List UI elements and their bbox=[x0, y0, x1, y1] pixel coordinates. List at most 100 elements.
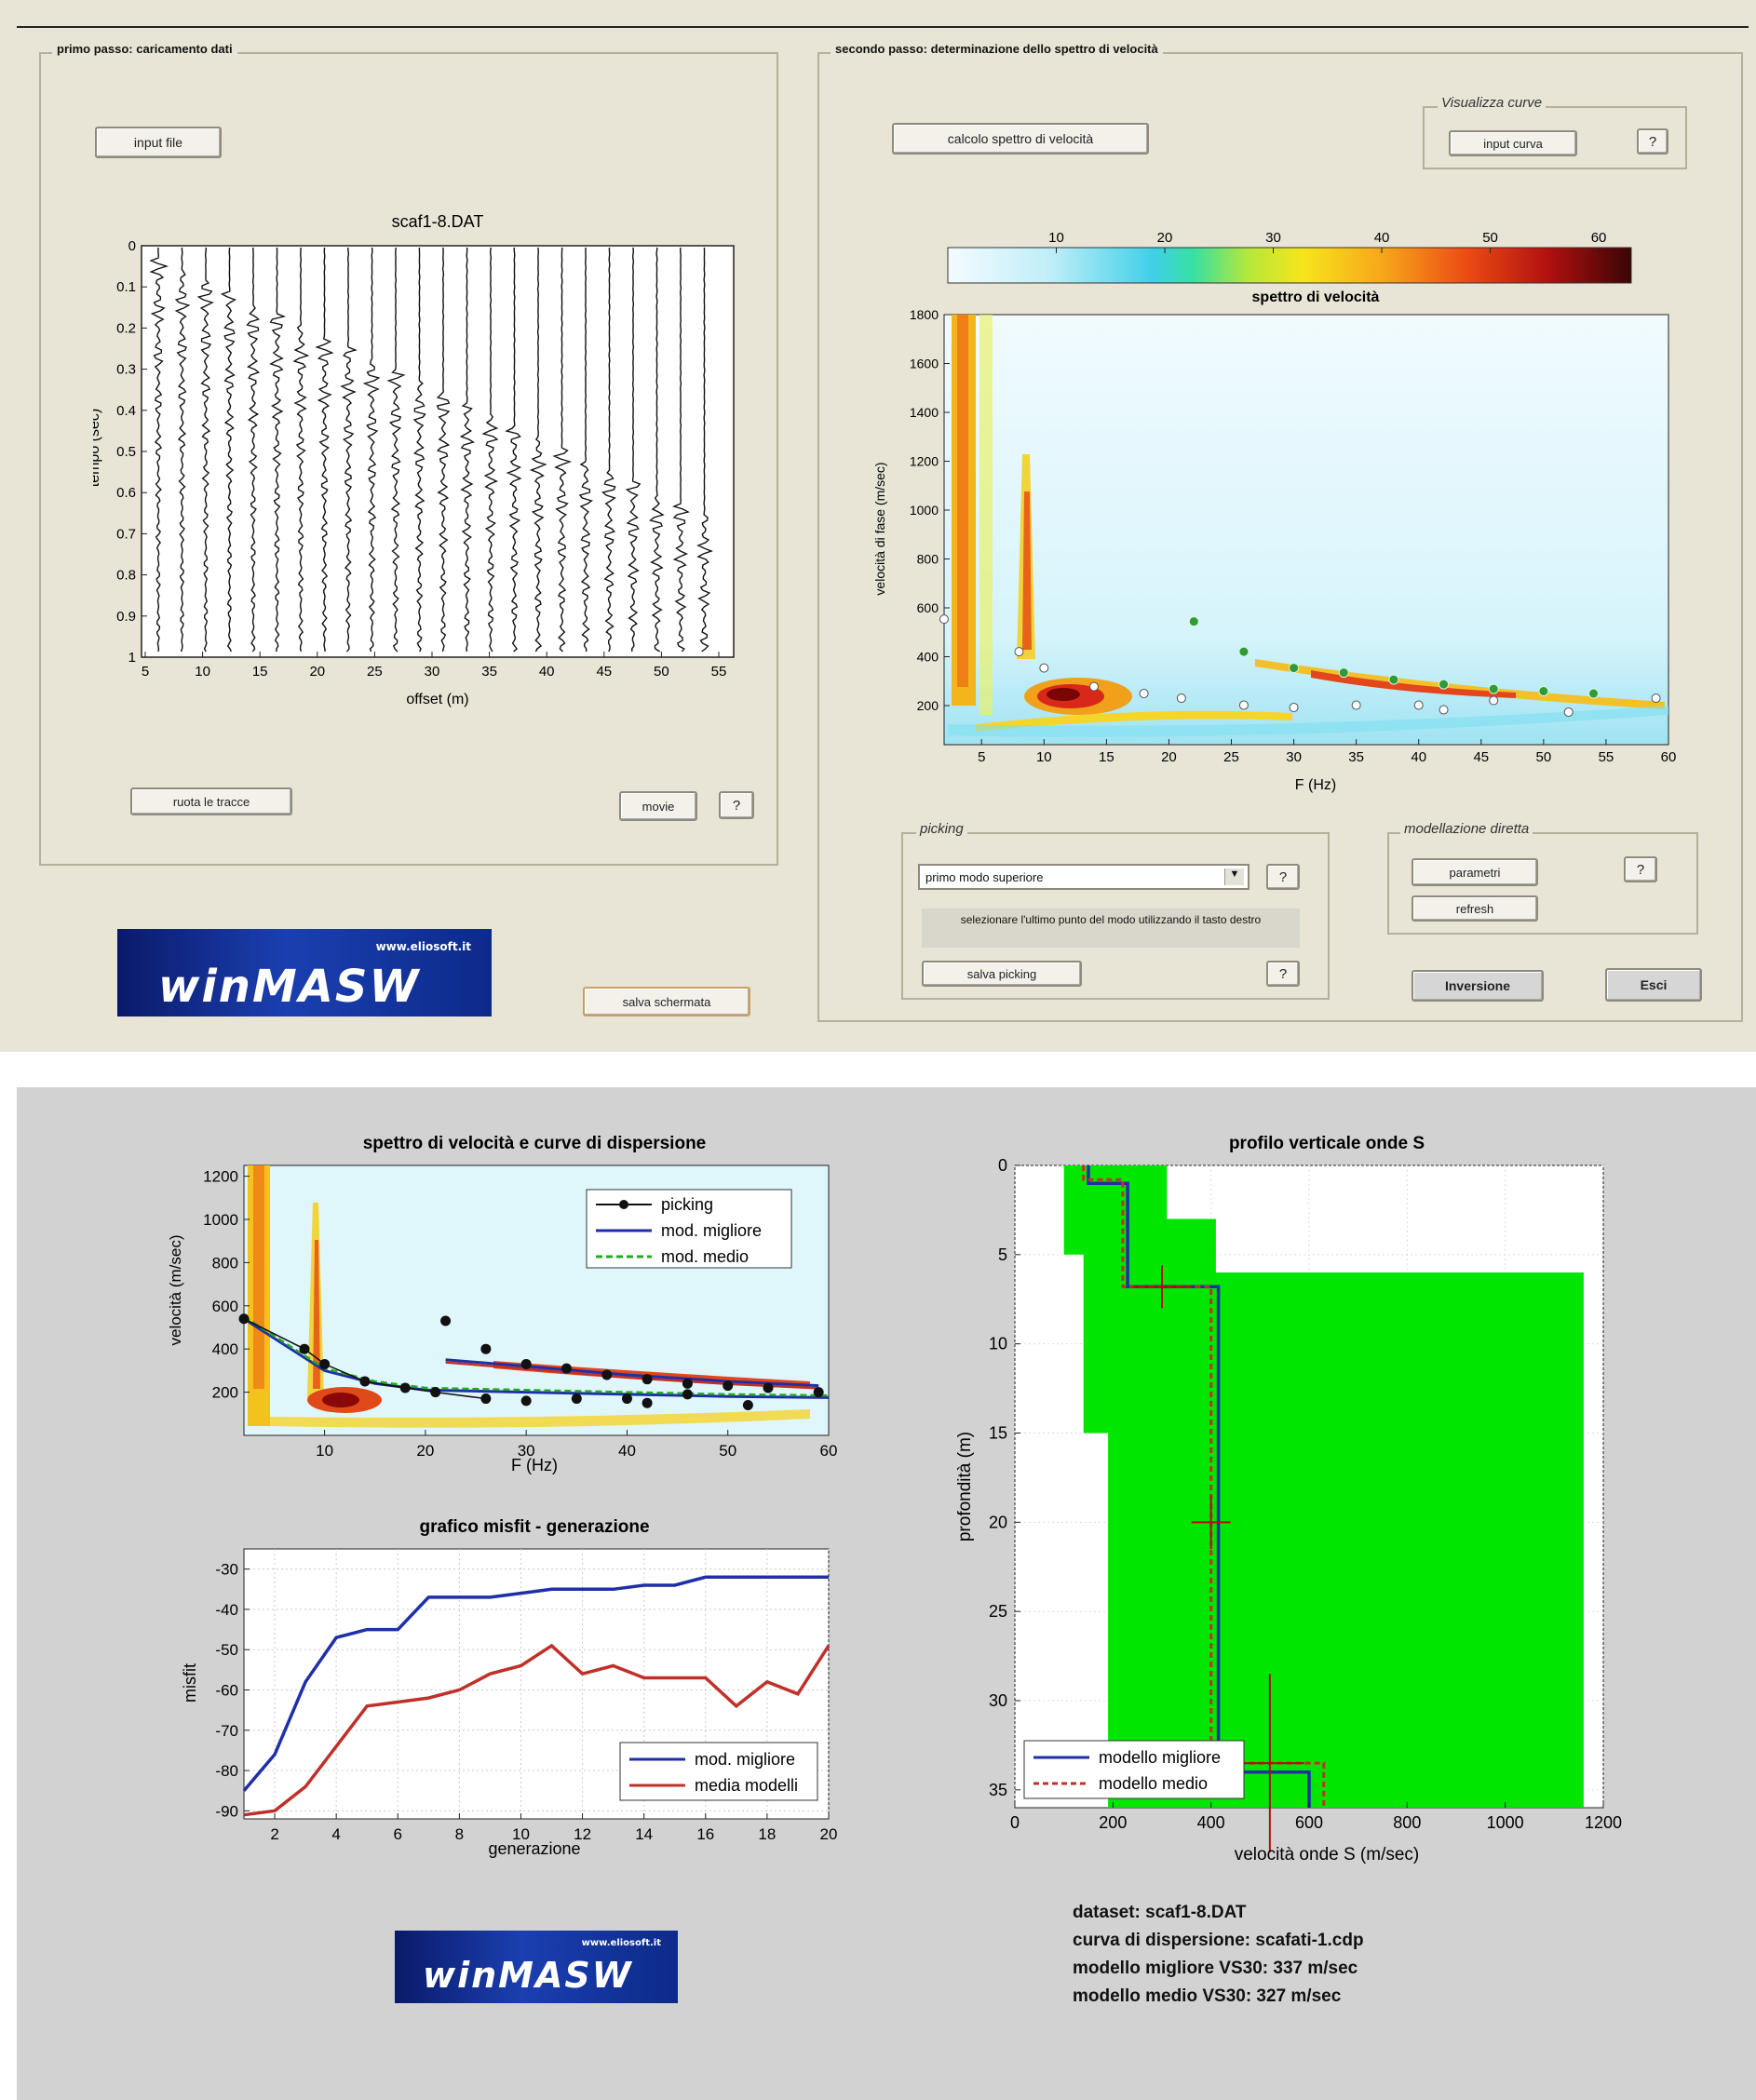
vs-search-space bbox=[1063, 1165, 1584, 1808]
colorbar-tick: 60 bbox=[1591, 230, 1607, 246]
dispersion-picking-point bbox=[621, 1393, 632, 1405]
dispersion-y-tick: 1200 bbox=[203, 1168, 238, 1186]
vs-profile-x-label: velocità onde S (m/sec) bbox=[1235, 1845, 1420, 1864]
step1-group bbox=[39, 52, 778, 866]
save-picking-help-button[interactable]: ? bbox=[1266, 961, 1300, 987]
logo-bottom-url: www.eliosoft.it bbox=[581, 1938, 661, 1948]
info-mean-vs30: modello medio VS30: 327 m/sec bbox=[1073, 1986, 1342, 2006]
seismogram-y-tick: 0.4 bbox=[116, 403, 136, 419]
exit-button[interactable]: Esci bbox=[1605, 968, 1702, 1002]
refresh-button[interactable]: refresh bbox=[1412, 895, 1538, 922]
colorbar-tick: 10 bbox=[1048, 230, 1064, 246]
spectrum-x-tick: 5 bbox=[978, 749, 985, 765]
spectrum-x-tick: 35 bbox=[1348, 749, 1364, 765]
seismic-trace bbox=[671, 247, 690, 653]
picking-help-button[interactable]: ? bbox=[1266, 864, 1300, 890]
forward-modelling-title: modellazione diretta bbox=[1400, 821, 1533, 837]
seismogram-y-tick: 0.2 bbox=[116, 320, 136, 336]
input-curve-button[interactable]: input curva bbox=[1449, 130, 1577, 156]
misfit-y-tick: -40 bbox=[215, 1601, 238, 1619]
vs-error-bars bbox=[1132, 1265, 1304, 1852]
spectrum-y-tick: 400 bbox=[917, 650, 939, 665]
dispersion-picking-point bbox=[723, 1380, 734, 1392]
save-screen-button[interactable]: salva schermata bbox=[583, 987, 750, 1016]
legend-mean-model: mod. medio bbox=[661, 1247, 749, 1266]
step1-help-button[interactable]: ? bbox=[719, 791, 754, 819]
forward-help-button[interactable]: ? bbox=[1624, 856, 1657, 882]
spectrum-x-tick: 45 bbox=[1473, 749, 1489, 765]
seismogram-x-tick: 5 bbox=[142, 664, 149, 680]
dispersion-picking-point bbox=[319, 1358, 331, 1369]
rotate-traces-button[interactable]: ruota le tracce bbox=[130, 788, 292, 815]
legend-best-profile: modello migliore bbox=[1099, 1748, 1221, 1767]
compute-spectrum-button[interactable]: calcolo spettro di velocità bbox=[892, 123, 1149, 155]
dispersion-picking-point bbox=[359, 1376, 371, 1387]
seismogram-x-tick: 35 bbox=[481, 664, 497, 680]
spectrum-y-label: velocità di fase (m/sec) bbox=[872, 462, 887, 595]
seismogram-x-tick: 20 bbox=[309, 664, 325, 680]
dispersion-picking-point bbox=[299, 1343, 310, 1354]
chevron-down-icon[interactable]: ▼ bbox=[1224, 868, 1244, 885]
dispersion-picking-point bbox=[561, 1363, 572, 1374]
dispersion-picking-point bbox=[682, 1378, 693, 1389]
view-curves-help-button[interactable]: ? bbox=[1637, 128, 1668, 155]
input-file-button[interactable]: input file bbox=[95, 127, 222, 158]
misfit-chart: grafico misfit - generazione -30 -40 -50 -6… bbox=[158, 1510, 847, 1864]
seismic-trace bbox=[412, 247, 426, 653]
picking-point-upper bbox=[1338, 667, 1349, 679]
seismic-trace bbox=[292, 247, 310, 653]
seismic-trace bbox=[149, 247, 169, 653]
dispersion-y-tick: 800 bbox=[212, 1254, 238, 1272]
spectrum-x-tick: 60 bbox=[1661, 749, 1677, 765]
misfit-x-tick: 10 bbox=[512, 1825, 530, 1843]
seismogram-x-tick: 40 bbox=[539, 664, 555, 680]
dispersion-picking-points bbox=[238, 1313, 824, 1411]
legend-best-model: mod. migliore bbox=[661, 1221, 762, 1240]
picking-point-upper bbox=[1238, 646, 1249, 657]
spectrum-y-tick: 600 bbox=[917, 600, 939, 615]
picking-point bbox=[1088, 681, 1099, 692]
seismogram-x-tick: 10 bbox=[195, 664, 210, 680]
step2-title: secondo passo: determinazione dello spet… bbox=[831, 42, 1163, 56]
seismogram-y-tick: 0 bbox=[128, 238, 136, 254]
spectrum-y-tick: 800 bbox=[917, 552, 939, 567]
seismogram-y-tick: 0.8 bbox=[116, 568, 136, 584]
seismic-trace bbox=[174, 247, 191, 653]
picking-hint: selezionare l'ultimo punto del modo util… bbox=[922, 909, 1300, 948]
dispersion-picking-point bbox=[480, 1343, 492, 1354]
seismic-trace bbox=[601, 247, 616, 653]
misfit-legend bbox=[619, 1742, 818, 1801]
spectrum-x-tick: 40 bbox=[1411, 749, 1426, 765]
dispersion-picking-point bbox=[440, 1315, 452, 1326]
spectrum-y-tick: 1800 bbox=[910, 307, 939, 322]
spectrum-y-tick: 1400 bbox=[910, 405, 939, 420]
parameters-button[interactable]: parametri bbox=[1412, 858, 1538, 886]
dispersion-picking-point bbox=[430, 1387, 441, 1398]
inversion-button[interactable]: Inversione bbox=[1412, 970, 1544, 1002]
vs-profile-y-tick: 10 bbox=[989, 1335, 1007, 1353]
spectrum-x-tick: 55 bbox=[1599, 749, 1614, 765]
seismogram-title: scaf1-8.DAT bbox=[392, 212, 484, 231]
misfit-x-tick: 16 bbox=[696, 1825, 714, 1843]
seismogram-y-tick: 0.9 bbox=[116, 609, 136, 625]
seismogram-y-tick: 0.5 bbox=[116, 444, 136, 460]
picking-mode-select[interactable]: primo modo superiore ▼ bbox=[918, 864, 1249, 890]
picking-points bbox=[939, 614, 1661, 718]
step2-group bbox=[817, 52, 1743, 1022]
forward-modelling-group bbox=[1387, 832, 1698, 935]
picking-point bbox=[1651, 693, 1661, 704]
save-picking-button[interactable]: salva picking bbox=[922, 961, 1082, 987]
picking-point bbox=[1289, 703, 1299, 713]
spectrum-y-tick: 1200 bbox=[910, 454, 939, 469]
vs-profile-svg: profilo verticale onde S 05101520253035 … bbox=[955, 1134, 1622, 1864]
dispersion-picking-point bbox=[520, 1395, 532, 1407]
movie-button[interactable]: movie bbox=[619, 791, 697, 821]
seismic-trace bbox=[196, 247, 214, 653]
seismic-trace bbox=[220, 248, 237, 653]
picking-point-upper bbox=[1388, 674, 1399, 685]
vs-profile-y-tick: 30 bbox=[989, 1691, 1007, 1710]
seismic-trace bbox=[315, 247, 334, 653]
window-top-border bbox=[17, 26, 1749, 28]
dispersion-y-tick: 400 bbox=[212, 1340, 238, 1358]
picking-point bbox=[1413, 700, 1424, 710]
